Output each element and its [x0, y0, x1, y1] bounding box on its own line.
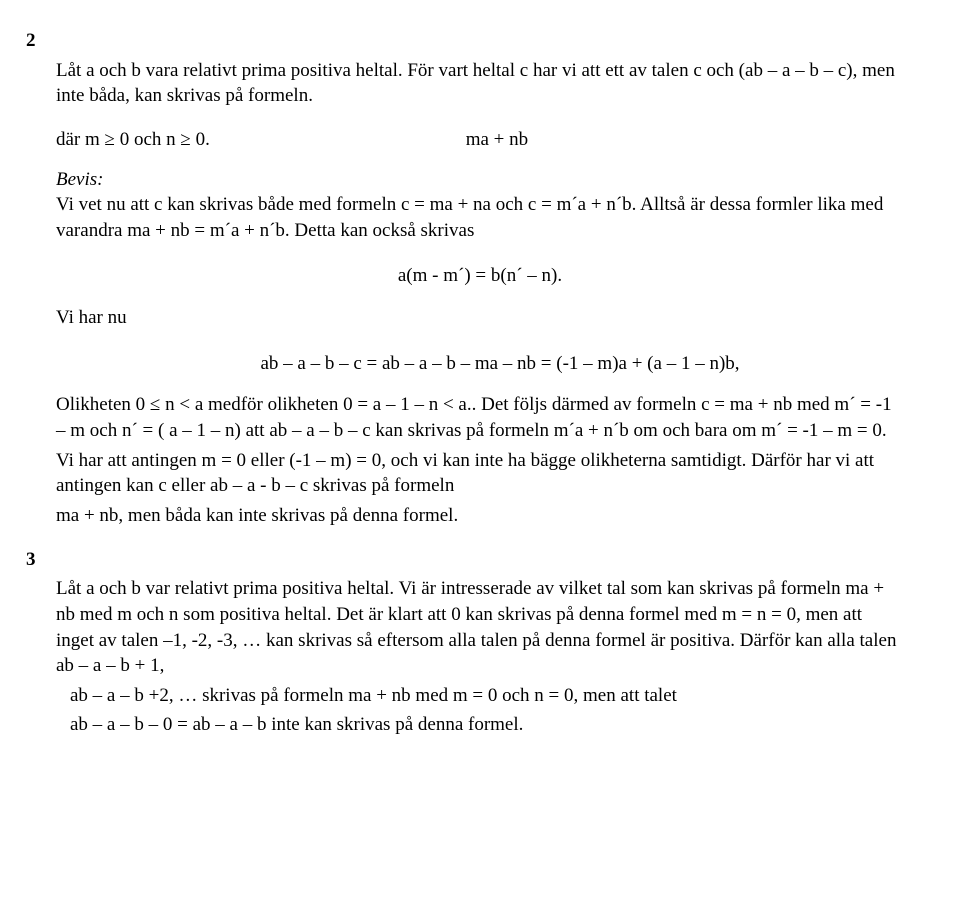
sec2-paragraph-5: Olikheten 0 ≤ n < a medför olikheten 0 =… — [56, 392, 904, 443]
sec2-where-clause: där m ≥ 0 och n ≥ 0. — [56, 127, 210, 153]
sec2-paragraph-3: Vi vet nu att c kan skrivas både med for… — [56, 192, 904, 243]
section-3-number: 3 — [26, 547, 904, 573]
sec2-paragraph-6: Vi har att antingen m = 0 eller (-1 – m)… — [56, 448, 904, 499]
sec2-paragraph-1: Låt a och b vara relativt prima positiva… — [56, 58, 904, 109]
sec3-paragraph-2: ab – a – b +2, … skrivas på formeln ma +… — [56, 683, 904, 709]
spacer — [56, 113, 904, 127]
spacer — [56, 335, 904, 341]
sec3-paragraph-1: Låt a och b var relativt prima positiva … — [56, 576, 904, 679]
sec2-paragraph-7: ma + nb, men båda kan inte skrivas på de… — [56, 503, 904, 529]
spacer — [56, 247, 904, 253]
document-page: 2 Låt a och b vara relativt prima positi… — [0, 0, 960, 782]
spacer — [56, 153, 904, 167]
sec2-line-with-eq1: där m ≥ 0 och n ≥ 0. ma + nb — [56, 127, 904, 153]
sec3-paragraph-3: ab – a – b – 0 = ab – a – b inte kan skr… — [56, 712, 904, 738]
section-2-number: 2 — [26, 28, 904, 54]
bevis-label: Bevis: — [56, 167, 904, 193]
spacer — [56, 533, 904, 547]
sec2-paragraph-4: Vi har nu — [56, 305, 904, 331]
sec2-equation-1: ma + nb — [210, 127, 904, 153]
sec2-equation-2: a(m - m´) = b(n´ – n). — [56, 263, 904, 289]
sec2-equation-3: ab – a – b – c = ab – a – b – ma – nb = … — [56, 351, 904, 377]
